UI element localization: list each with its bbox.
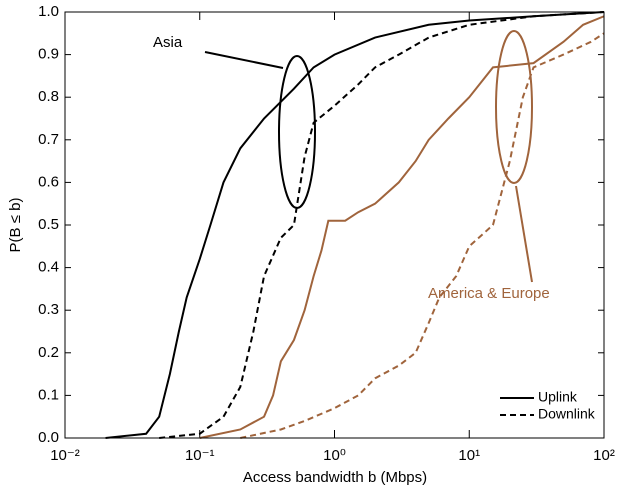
- legend-label: Downlink: [538, 406, 596, 422]
- ameu-ellipse: [495, 30, 533, 184]
- y-tick-label: 0.4: [38, 259, 59, 276]
- ameu-pointer: [515, 185, 533, 283]
- x-axis-label: Access bandwidth b (Mbps): [243, 469, 427, 486]
- asia-ellipse: [278, 55, 316, 209]
- y-tick-label: 1.0: [38, 3, 59, 20]
- y-tick-label: 0.5: [38, 216, 59, 233]
- cdf-line: [105, 11, 605, 439]
- y-tick-label: 0.1: [38, 386, 59, 403]
- x-tick-label: 10⁻²: [50, 447, 80, 464]
- legend-label: Uplink: [538, 389, 578, 405]
- plot-frame: [64, 11, 605, 439]
- y-tick-label: 0.6: [38, 173, 59, 190]
- x-tick-label: 10⁰: [323, 447, 346, 464]
- x-tick-label: 10⁻¹: [185, 447, 215, 464]
- x-tick-label: 10²: [593, 447, 615, 464]
- y-axis-label: P(B ≤ b): [7, 198, 24, 253]
- cdf-line: [159, 11, 605, 439]
- x-tick-label: 10¹: [458, 447, 480, 464]
- cdf-line: [199, 15, 605, 439]
- asia-pointer: [204, 51, 284, 69]
- y-tick-label: 0.3: [38, 301, 59, 318]
- y-tick-label: 0.8: [38, 88, 59, 105]
- annotation: America & Europe: [428, 285, 550, 302]
- annotation: Asia: [153, 34, 183, 51]
- y-tick-label: 0.2: [38, 344, 59, 361]
- y-tick-label: 0.9: [38, 46, 59, 63]
- y-tick-label: 0.0: [38, 429, 59, 446]
- cdf-line: [240, 32, 605, 439]
- y-tick-label: 0.7: [38, 131, 59, 148]
